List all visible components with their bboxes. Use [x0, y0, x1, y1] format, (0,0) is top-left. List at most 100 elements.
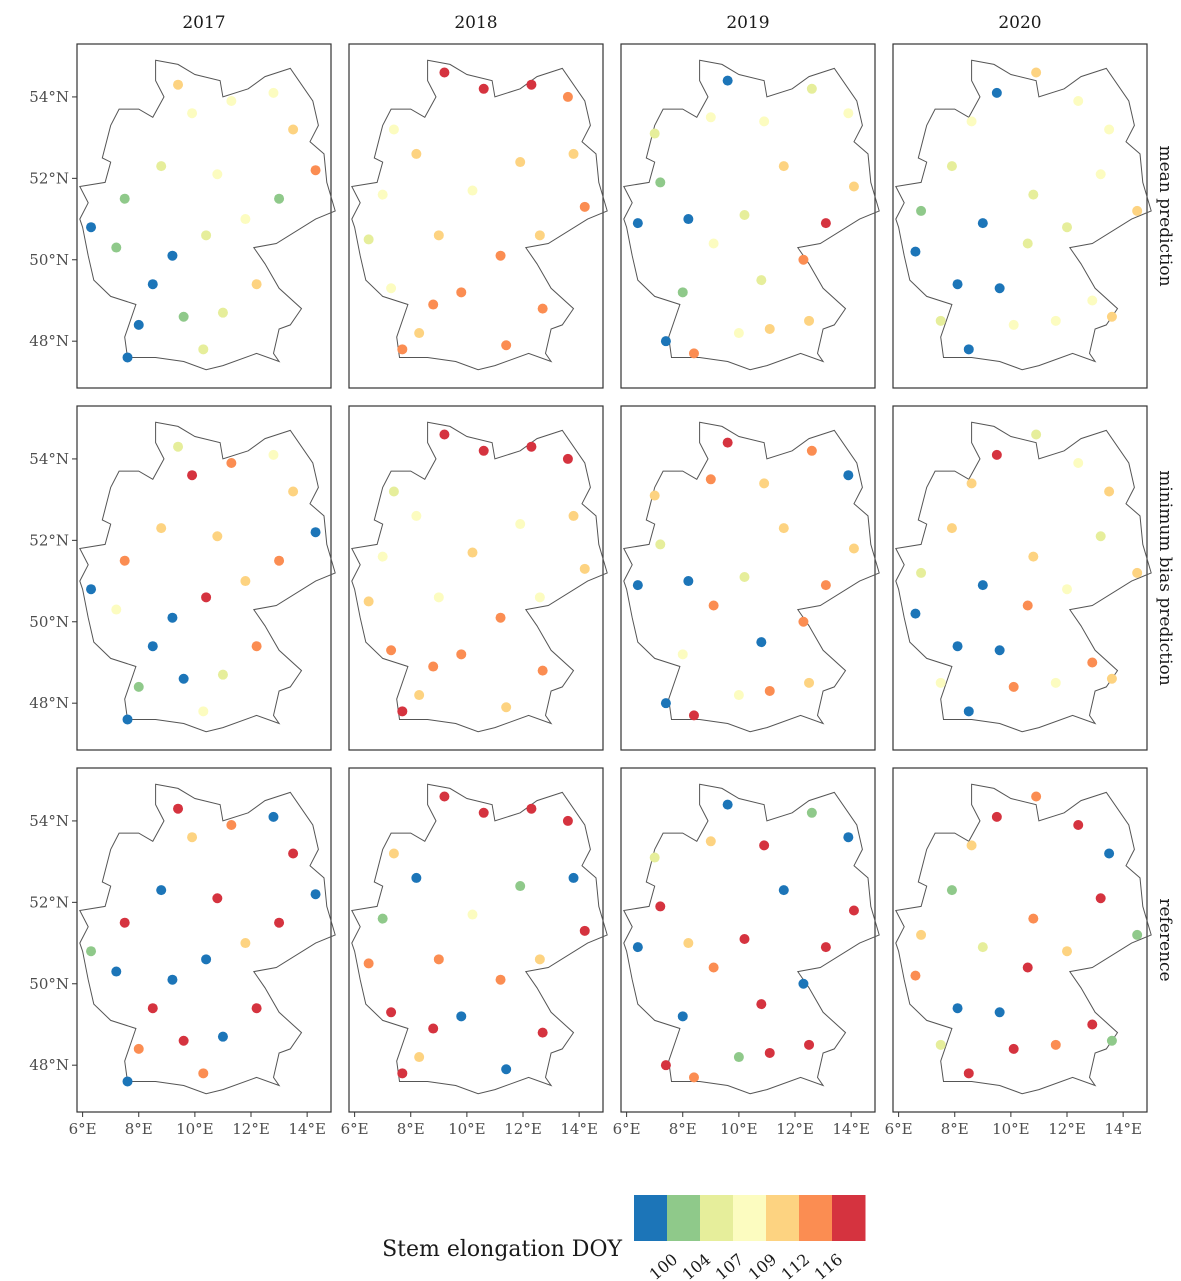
station-point [111, 966, 122, 977]
station-point [910, 246, 921, 257]
station-point [1106, 311, 1117, 322]
station-point [173, 79, 184, 90]
station-point [515, 157, 526, 168]
station-point [660, 698, 671, 709]
legend-label: 112 [778, 1250, 814, 1281]
country-outline [895, 421, 1152, 733]
station-point [388, 124, 399, 135]
station-point [377, 551, 388, 562]
station-point [526, 441, 537, 452]
station-point [1087, 657, 1098, 668]
station-point [478, 807, 489, 818]
station-point [433, 954, 444, 965]
station-point [251, 641, 262, 652]
station-point [759, 478, 770, 489]
x-tick-label: 14°E [288, 1120, 326, 1138]
station-point [562, 815, 573, 826]
station-point [705, 836, 716, 847]
station-point [991, 811, 1002, 822]
station-point [156, 161, 167, 172]
station-point [966, 478, 977, 489]
station-point [683, 576, 694, 587]
station-point [708, 238, 719, 249]
y-tick-label: 52°N [29, 169, 69, 187]
station-point [1062, 946, 1073, 957]
x-tick-label: 8°E [397, 1120, 425, 1138]
station-point [739, 571, 750, 582]
station-point [739, 209, 750, 220]
station-point [428, 1023, 439, 1034]
station-point [1028, 913, 1039, 924]
station-point [111, 242, 122, 253]
x-tick-label: 10°E [448, 1120, 486, 1138]
legend-swatch [733, 1195, 767, 1241]
station-point [632, 218, 643, 229]
station-point [1095, 169, 1106, 180]
station-point [966, 116, 977, 127]
station-point [122, 352, 133, 363]
station-point [568, 510, 579, 521]
x-tick-label: 6°E [613, 1120, 641, 1138]
legend-label: 109 [745, 1250, 781, 1281]
country-outline [623, 421, 880, 733]
x-tick-label: 6°E [885, 1120, 913, 1138]
station-point [201, 954, 212, 965]
station-point [495, 974, 506, 985]
station-point [1050, 1039, 1061, 1050]
station-point [397, 1068, 408, 1079]
station-point [579, 563, 590, 574]
station-point [133, 319, 144, 330]
station-point [1104, 848, 1115, 859]
station-point [660, 336, 671, 347]
station-point [946, 885, 957, 896]
station-point [655, 901, 666, 912]
station-point [411, 510, 422, 521]
station-point [804, 1039, 815, 1050]
station-point [848, 181, 859, 192]
x-tick-label: 12°E [232, 1120, 270, 1138]
station-point [288, 486, 299, 497]
station-point [756, 637, 767, 648]
station-point [388, 486, 399, 497]
panel [348, 767, 604, 1113]
station-point [537, 665, 548, 676]
station-point [1050, 677, 1061, 688]
station-point [268, 811, 279, 822]
station-point [1031, 67, 1042, 78]
station-point [1062, 222, 1073, 233]
station-point [1132, 567, 1143, 578]
station-point [274, 193, 285, 204]
station-point [111, 604, 122, 615]
station-point [764, 685, 775, 696]
station-point [411, 872, 422, 883]
station-point [1008, 1043, 1019, 1054]
station-point [798, 616, 809, 627]
panel [76, 767, 332, 1113]
station-point [217, 1031, 228, 1042]
station-point [167, 974, 178, 985]
station-point [515, 881, 526, 892]
station-point [848, 905, 859, 916]
station-point [119, 555, 130, 566]
station-point [467, 909, 478, 920]
country-outline [79, 59, 336, 371]
station-point [217, 669, 228, 680]
station-point [537, 1027, 548, 1038]
station-point [756, 275, 767, 286]
station-point [804, 315, 815, 326]
station-point [363, 596, 374, 607]
panel [892, 767, 1148, 1113]
station-point [428, 299, 439, 310]
station-point [1008, 681, 1019, 692]
x-tick-label: 8°E [669, 1120, 697, 1138]
station-point [1106, 673, 1117, 684]
station-point [534, 954, 545, 965]
legend-label: 107 [712, 1250, 748, 1281]
station-point [688, 710, 699, 721]
station-point [963, 706, 974, 717]
station-point [198, 706, 209, 717]
station-point [274, 917, 285, 928]
station-point [568, 148, 579, 159]
station-point [86, 584, 97, 595]
